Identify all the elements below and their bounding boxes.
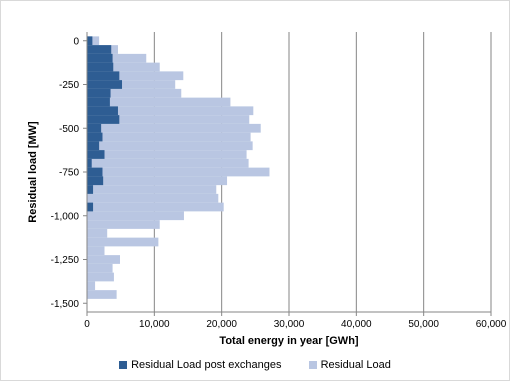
bar xyxy=(87,237,159,247)
bar xyxy=(87,158,249,168)
bar xyxy=(87,80,123,89)
bar xyxy=(87,185,94,194)
y-tick-label: -1,500 xyxy=(51,299,80,310)
legend-label-residual-load: Residual Load xyxy=(320,359,391,371)
bar xyxy=(87,45,112,54)
y-tick-label: -1,250 xyxy=(51,255,80,266)
bar xyxy=(87,123,261,133)
bar xyxy=(87,150,247,159)
bar xyxy=(87,272,114,282)
bar xyxy=(87,53,147,63)
bar xyxy=(87,97,231,107)
bar xyxy=(87,36,100,46)
bar xyxy=(87,80,176,89)
bar xyxy=(87,132,251,142)
bar xyxy=(87,141,253,151)
bar xyxy=(87,246,105,256)
bar xyxy=(87,290,117,299)
legend-item-residual-load: Residual Load xyxy=(308,359,391,371)
bar xyxy=(87,88,182,98)
series-residual-load xyxy=(87,36,270,299)
bar xyxy=(87,220,160,229)
x-tick-label: 30,000 xyxy=(274,319,305,330)
bar xyxy=(87,167,103,177)
bar xyxy=(87,176,228,186)
x-tick-labels: 0 10,000 20,000 30,000 40,000 50,000 60,000 xyxy=(84,319,507,330)
bar xyxy=(87,97,110,107)
bar xyxy=(87,167,270,177)
bar xyxy=(87,185,217,194)
y-tick-label: -250 xyxy=(59,80,79,91)
y-tick-label: -1,000 xyxy=(51,211,80,222)
bar xyxy=(87,141,100,151)
gridlines xyxy=(153,32,492,312)
bar xyxy=(87,36,93,46)
bar xyxy=(87,71,120,81)
y-tick-label: -750 xyxy=(59,168,79,179)
x-tick-label: 60,000 xyxy=(476,319,507,330)
x-tick-label: 10,000 xyxy=(139,319,170,330)
legend-label-post-exchanges: Residual Load post exchanges xyxy=(131,359,282,371)
legend-swatch-residual-load xyxy=(308,361,317,369)
x-tick-label: 20,000 xyxy=(206,319,237,330)
legend: Residual Load post exchanges Residual Lo… xyxy=(1,359,509,372)
x-tick-label: 0 xyxy=(84,319,90,330)
bar xyxy=(87,193,219,203)
y-axis-title: Residual load [MW] xyxy=(27,121,39,223)
y-tick-labels: 0 -250 -500 -750 -1,000 -1,250 -1,500 xyxy=(51,36,80,310)
x-tick-label: 50,000 xyxy=(408,319,439,330)
bar xyxy=(87,106,118,116)
y-tick-label: 0 xyxy=(73,36,79,47)
bar xyxy=(87,88,111,98)
bar xyxy=(87,202,94,212)
bar xyxy=(87,255,120,264)
series-residual-load-post-exchanges xyxy=(87,36,123,212)
bar xyxy=(87,62,114,72)
bar xyxy=(87,228,108,238)
bar xyxy=(87,281,96,291)
axes xyxy=(83,32,492,316)
bar xyxy=(87,211,184,221)
y-tick-label: -500 xyxy=(59,124,79,135)
bar xyxy=(87,150,105,159)
legend-item-post-exchanges: Residual Load post exchanges xyxy=(119,359,282,371)
bar xyxy=(87,202,224,212)
x-axis-title: Total energy in year [GWh] xyxy=(219,335,358,347)
bar xyxy=(87,115,250,124)
bar xyxy=(87,71,184,81)
bar xyxy=(87,123,102,133)
x-tick-label: 40,000 xyxy=(341,319,372,330)
bar xyxy=(87,106,254,116)
bar xyxy=(87,115,120,124)
bar xyxy=(87,263,113,273)
legend-swatch-post-exchanges xyxy=(119,361,128,369)
bar xyxy=(87,53,113,63)
bar xyxy=(87,158,92,168)
bar xyxy=(87,176,104,186)
bar xyxy=(87,62,160,72)
bar xyxy=(87,132,103,142)
